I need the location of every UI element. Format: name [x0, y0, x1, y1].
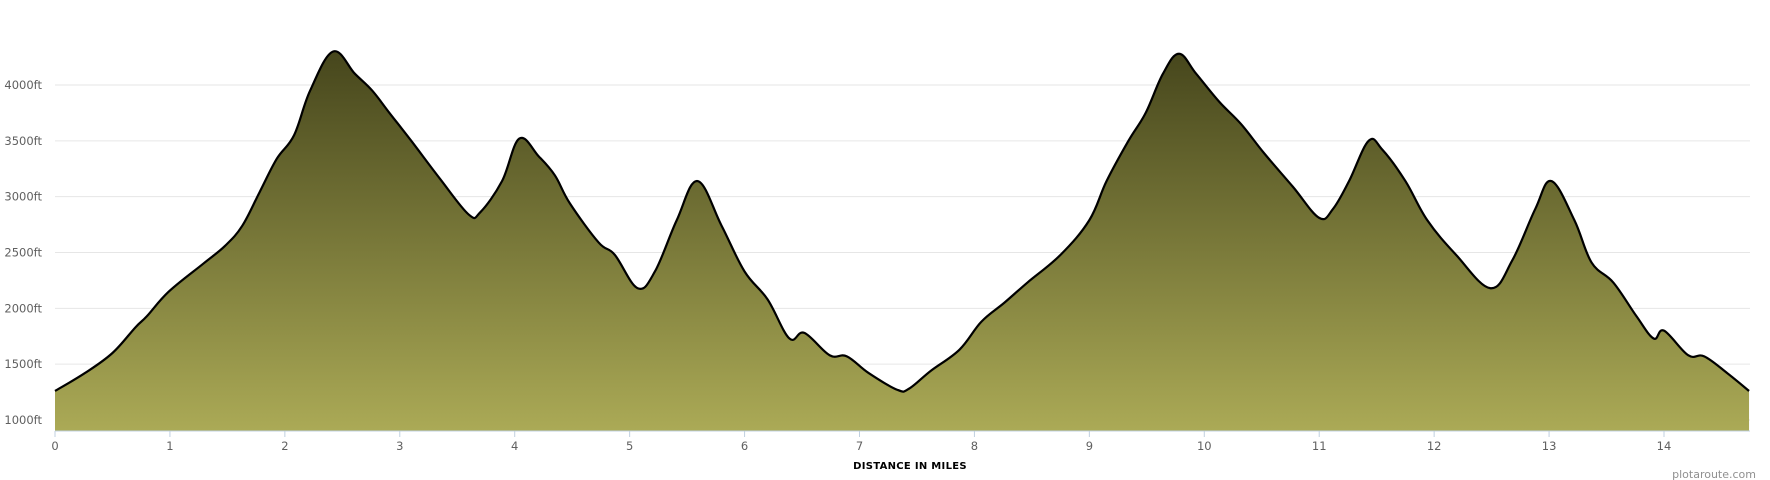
credit-link[interactable]: plotaroute.com [1672, 468, 1756, 480]
x-tick-label: 10 [1197, 439, 1212, 453]
x-tick-label: 14 [1657, 439, 1672, 453]
x-tick-label: 9 [1086, 439, 1093, 453]
y-tick-label: 4000ft [4, 78, 42, 92]
x-tick-label: 4 [511, 439, 518, 453]
x-tick-label: 0 [51, 439, 58, 453]
elevation-area [55, 51, 1750, 431]
x-tick-label: 3 [396, 439, 403, 453]
y-tick-label: 3000ft [4, 190, 42, 204]
y-axis-ticks: 1000ft 1500ft 2000ft 2500ft 3000ft 3500ft 4000… [4, 78, 42, 427]
x-axis-ticks: 0 1 2 3 4 5 6 7 8 9 10 11 12 13 14 [51, 431, 1671, 453]
x-tick-label: 7 [856, 439, 863, 453]
y-tick-label: 2500ft [4, 246, 42, 260]
x-tick-label: 2 [281, 439, 288, 453]
elevation-line [54, 50, 1750, 393]
x-tick-label: 5 [626, 439, 633, 453]
y-tick-label: 1500ft [4, 357, 42, 371]
x-tick-label: 8 [971, 439, 978, 453]
y-tick-label: 3500ft [4, 134, 42, 148]
y-tick-label: 1000ft [4, 413, 42, 427]
x-tick-label: 12 [1427, 439, 1442, 453]
x-tick-label: 13 [1542, 439, 1557, 453]
x-tick-label: 1 [166, 439, 173, 453]
x-tick-label: 6 [741, 439, 748, 453]
x-tick-label: 11 [1312, 439, 1327, 453]
x-axis-title: DISTANCE IN MILES [853, 461, 967, 472]
y-tick-label: 2000ft [4, 301, 42, 315]
